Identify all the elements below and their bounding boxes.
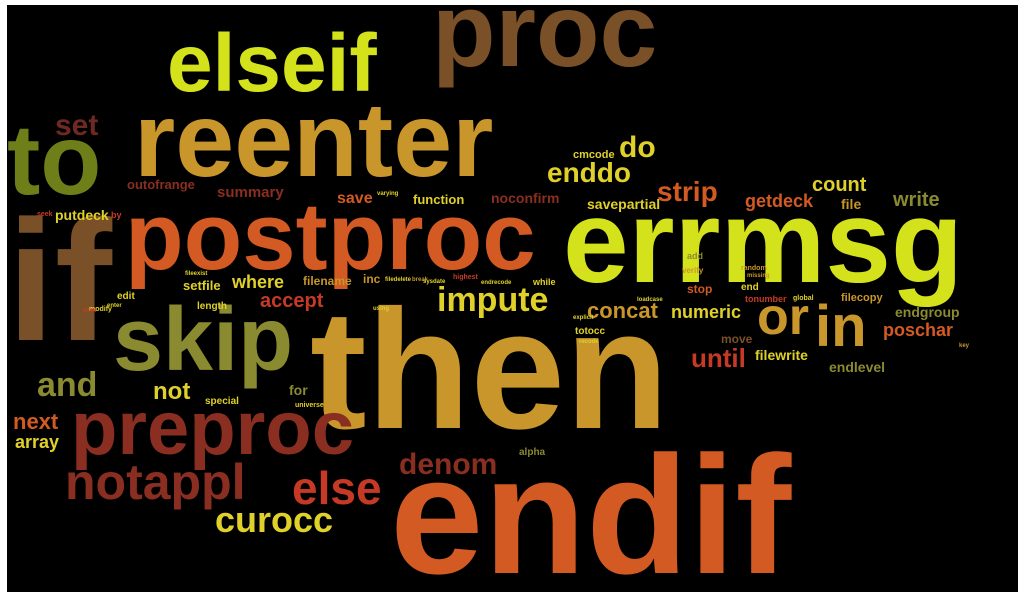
word-by: by — [111, 210, 122, 220]
word-fileexist: fileexist — [185, 271, 208, 277]
word-endgroup: endgroup — [895, 304, 960, 320]
word-errmsg: errmsg — [563, 176, 964, 308]
word-curocc: curocc — [215, 499, 334, 540]
word-varying: varying — [377, 191, 399, 197]
word-save: save — [337, 190, 373, 207]
word-random: random — [741, 265, 767, 272]
word-using: using — [373, 306, 389, 312]
word-do: do — [619, 131, 656, 164]
word-impute: impute — [437, 281, 549, 319]
word-totocc: totocc — [575, 326, 605, 337]
word-cloud: proc elseif reenter to set errmsg postpr… — [7, 5, 1018, 592]
word-strip: strip — [657, 176, 718, 207]
word-tonumber: tonumber — [745, 294, 787, 304]
word-skip: skip — [113, 290, 294, 390]
word-break: break — [412, 277, 429, 283]
word-add: add — [687, 251, 704, 261]
word-file: file — [841, 196, 862, 212]
word-alpha: alpha — [519, 447, 546, 458]
word-key: key — [959, 343, 970, 349]
word-setfile: setfile — [183, 278, 221, 293]
word-poschar: poschar — [883, 320, 954, 340]
word-level: level — [83, 308, 97, 314]
word-inc: inc — [363, 272, 381, 286]
word-array: array — [15, 432, 60, 452]
word-count: count — [812, 174, 867, 196]
word-proc: proc — [432, 5, 658, 89]
word-and: and — [37, 366, 98, 404]
word-write: write — [893, 189, 940, 211]
word-then: then — [310, 275, 669, 465]
word-move: move — [721, 332, 753, 346]
word-postproc: postproc — [125, 183, 536, 290]
word-endrecode: endrecode — [481, 280, 512, 286]
word-notappl: notappl — [65, 454, 246, 510]
word-to: to — [7, 104, 102, 216]
word-outofrange: outofrange — [127, 177, 195, 192]
word-function: function — [413, 192, 465, 207]
word-or: or — [757, 288, 809, 346]
word-edit: edit — [117, 291, 135, 302]
word-filename: filename — [303, 274, 352, 288]
word-recode: recode — [579, 339, 599, 345]
word-getdeck: getdeck — [745, 191, 814, 211]
word-preproc: preproc — [71, 386, 354, 471]
word-noconfirm: noconfirm — [491, 190, 560, 206]
word-filedelete: filedelete — [385, 277, 412, 283]
word-verify: verify — [682, 266, 704, 275]
word-putdeck: putdeck — [55, 207, 109, 223]
word-special: special — [205, 396, 239, 407]
word-while: while — [533, 277, 556, 287]
word-exit: exit — [577, 267, 588, 273]
word-in: in — [815, 294, 867, 359]
word-if: if — [7, 185, 113, 377]
word-set: set — [55, 109, 99, 142]
word-endlevel: endlevel — [829, 359, 886, 375]
word-stop: stop — [687, 282, 713, 296]
word-summary: summary — [217, 184, 284, 201]
word-reenter: reenter — [134, 81, 494, 199]
word-savepartial: savepartial — [587, 196, 661, 212]
word-filewrite: filewrite — [755, 347, 808, 363]
word-next: next — [13, 409, 59, 434]
word-cmcode: cmcode — [573, 149, 615, 161]
word-missing: missing — [747, 273, 770, 279]
word-denom: denom — [399, 448, 498, 481]
word-concat: concat — [587, 298, 658, 323]
word-explicit: explicit — [573, 315, 594, 321]
word-universe: universe — [295, 402, 324, 409]
word-endif: endif — [390, 421, 792, 592]
word-length: length — [197, 301, 227, 312]
word-loadcase: loadcase — [637, 297, 663, 303]
word-where: where — [232, 272, 285, 292]
word-elseif: elseif — [167, 18, 377, 109]
word-accept: accept — [260, 290, 324, 312]
word-numeric: numeric — [671, 302, 742, 322]
word-highest: highest — [453, 274, 478, 281]
word-seek: seek — [37, 211, 53, 218]
word-enddo: enddo — [547, 157, 631, 188]
word-modify: modify — [89, 306, 112, 313]
word-global: global — [793, 295, 814, 302]
word-sysdate: sysdate — [423, 279, 446, 285]
word-for: for — [289, 382, 308, 398]
word-else: else — [292, 462, 382, 514]
word-not: not — [153, 378, 191, 405]
word-filecopy: filecopy — [841, 292, 883, 304]
word-enter: enter — [107, 303, 122, 309]
word-until: until — [691, 343, 746, 373]
word-end: end — [741, 282, 759, 293]
